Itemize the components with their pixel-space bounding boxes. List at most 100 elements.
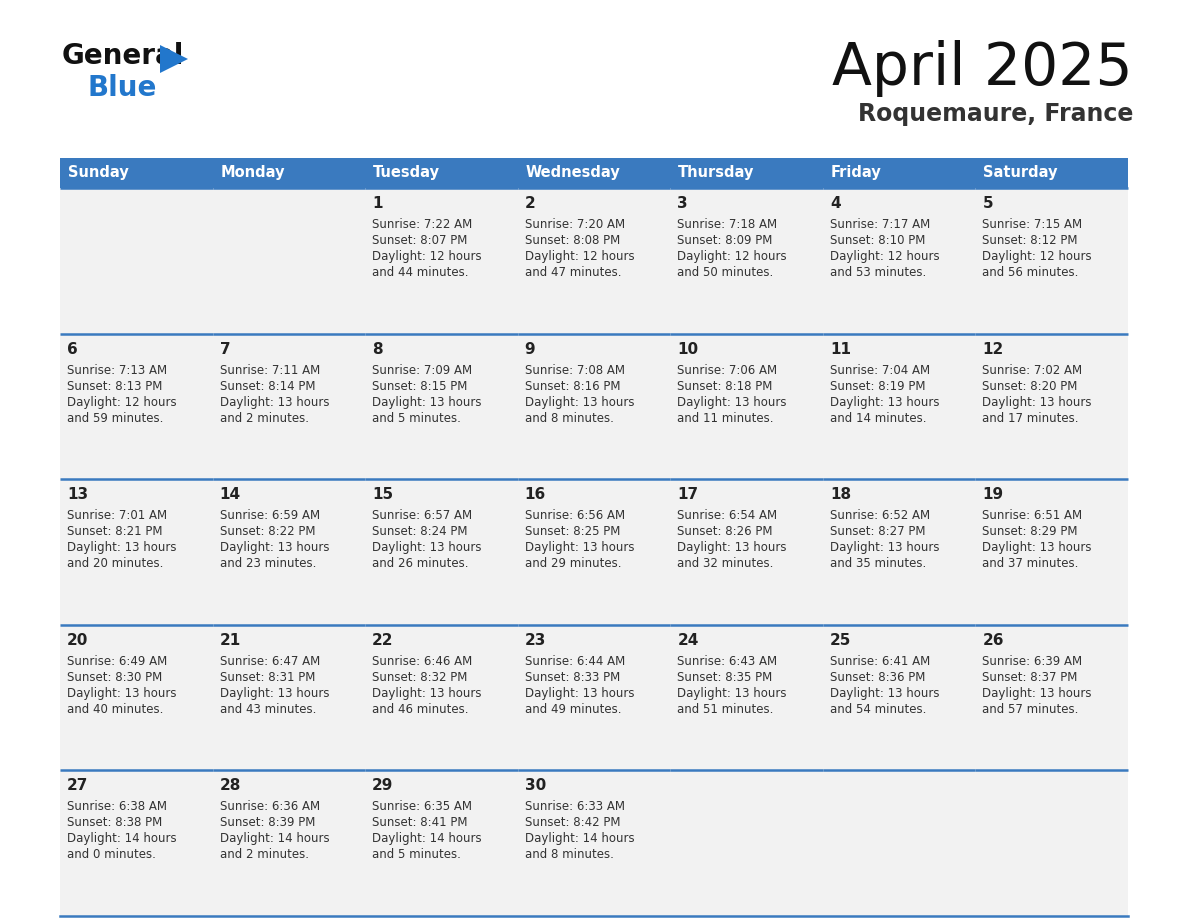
- Text: Sunrise: 7:02 AM: Sunrise: 7:02 AM: [982, 364, 1082, 376]
- Bar: [213, 158, 365, 188]
- Text: Sunset: 8:33 PM: Sunset: 8:33 PM: [525, 671, 620, 684]
- Text: and 8 minutes.: and 8 minutes.: [525, 848, 613, 861]
- Text: Sunset: 8:22 PM: Sunset: 8:22 PM: [220, 525, 315, 538]
- Text: Daylight: 12 hours: Daylight: 12 hours: [372, 250, 482, 263]
- Text: Sunset: 8:20 PM: Sunset: 8:20 PM: [982, 380, 1078, 393]
- Text: 22: 22: [372, 633, 393, 648]
- Bar: [975, 770, 1127, 916]
- Bar: [213, 479, 365, 625]
- Text: Friday: Friday: [830, 165, 881, 181]
- Text: Sunrise: 6:39 AM: Sunrise: 6:39 AM: [982, 655, 1082, 667]
- Text: Sunset: 8:13 PM: Sunset: 8:13 PM: [67, 380, 163, 393]
- Text: Sunday: Sunday: [68, 165, 128, 181]
- Text: and 0 minutes.: and 0 minutes.: [67, 848, 156, 861]
- Text: Sunrise: 7:08 AM: Sunrise: 7:08 AM: [525, 364, 625, 376]
- Text: Sunset: 8:07 PM: Sunset: 8:07 PM: [372, 234, 468, 247]
- Text: and 37 minutes.: and 37 minutes.: [982, 557, 1079, 570]
- Bar: [365, 158, 518, 188]
- Text: Daylight: 12 hours: Daylight: 12 hours: [830, 250, 940, 263]
- Text: 29: 29: [372, 778, 393, 793]
- Text: Daylight: 14 hours: Daylight: 14 hours: [67, 833, 177, 845]
- Bar: [975, 333, 1127, 479]
- Bar: [365, 188, 518, 333]
- Text: and 2 minutes.: and 2 minutes.: [220, 848, 309, 861]
- Text: Sunrise: 6:41 AM: Sunrise: 6:41 AM: [830, 655, 930, 667]
- Text: 27: 27: [67, 778, 88, 793]
- Text: and 5 minutes.: and 5 minutes.: [372, 848, 461, 861]
- Bar: [365, 333, 518, 479]
- Text: Daylight: 12 hours: Daylight: 12 hours: [67, 396, 177, 409]
- Text: 14: 14: [220, 487, 241, 502]
- Bar: [670, 479, 823, 625]
- Text: 6: 6: [67, 341, 77, 356]
- Bar: [61, 158, 213, 188]
- Text: 5: 5: [982, 196, 993, 211]
- Text: Sunrise: 7:13 AM: Sunrise: 7:13 AM: [67, 364, 168, 376]
- Text: Daylight: 13 hours: Daylight: 13 hours: [982, 396, 1092, 409]
- Text: and 40 minutes.: and 40 minutes.: [67, 703, 164, 716]
- Bar: [823, 188, 975, 333]
- Text: Sunrise: 6:57 AM: Sunrise: 6:57 AM: [372, 509, 473, 522]
- Text: 24: 24: [677, 633, 699, 648]
- Text: and 8 minutes.: and 8 minutes.: [525, 411, 613, 425]
- Text: Sunrise: 6:38 AM: Sunrise: 6:38 AM: [67, 800, 168, 813]
- Text: General: General: [62, 42, 184, 70]
- Text: Daylight: 13 hours: Daylight: 13 hours: [220, 687, 329, 700]
- Text: Sunset: 8:15 PM: Sunset: 8:15 PM: [372, 380, 468, 393]
- Bar: [975, 188, 1127, 333]
- Text: Blue: Blue: [87, 74, 157, 102]
- Text: Sunset: 8:21 PM: Sunset: 8:21 PM: [67, 525, 163, 538]
- Text: Tuesday: Tuesday: [373, 165, 440, 181]
- Text: Sunrise: 7:15 AM: Sunrise: 7:15 AM: [982, 218, 1082, 231]
- Text: Sunset: 8:18 PM: Sunset: 8:18 PM: [677, 380, 772, 393]
- Bar: [670, 188, 823, 333]
- Text: 20: 20: [67, 633, 88, 648]
- Text: Daylight: 13 hours: Daylight: 13 hours: [982, 542, 1092, 554]
- Text: Daylight: 14 hours: Daylight: 14 hours: [525, 833, 634, 845]
- Text: and 32 minutes.: and 32 minutes.: [677, 557, 773, 570]
- Text: Sunset: 8:29 PM: Sunset: 8:29 PM: [982, 525, 1078, 538]
- Text: and 57 minutes.: and 57 minutes.: [982, 703, 1079, 716]
- Bar: [61, 625, 213, 770]
- Text: and 11 minutes.: and 11 minutes.: [677, 411, 773, 425]
- Bar: [213, 770, 365, 916]
- Bar: [61, 479, 213, 625]
- Text: Sunrise: 6:47 AM: Sunrise: 6:47 AM: [220, 655, 320, 667]
- Text: Sunset: 8:39 PM: Sunset: 8:39 PM: [220, 816, 315, 829]
- Text: Sunset: 8:42 PM: Sunset: 8:42 PM: [525, 816, 620, 829]
- Text: 7: 7: [220, 341, 230, 356]
- Text: 23: 23: [525, 633, 546, 648]
- Bar: [518, 625, 670, 770]
- Text: Daylight: 12 hours: Daylight: 12 hours: [982, 250, 1092, 263]
- Text: Sunrise: 6:36 AM: Sunrise: 6:36 AM: [220, 800, 320, 813]
- Text: Sunset: 8:09 PM: Sunset: 8:09 PM: [677, 234, 772, 247]
- Text: 8: 8: [372, 341, 383, 356]
- Text: Sunrise: 7:01 AM: Sunrise: 7:01 AM: [67, 509, 168, 522]
- Text: Sunrise: 7:17 AM: Sunrise: 7:17 AM: [830, 218, 930, 231]
- Text: 18: 18: [830, 487, 851, 502]
- Text: Sunset: 8:26 PM: Sunset: 8:26 PM: [677, 525, 772, 538]
- Bar: [61, 770, 213, 916]
- Text: Monday: Monday: [221, 165, 285, 181]
- Text: Daylight: 13 hours: Daylight: 13 hours: [372, 396, 481, 409]
- Text: and 20 minutes.: and 20 minutes.: [67, 557, 164, 570]
- Text: Sunset: 8:27 PM: Sunset: 8:27 PM: [830, 525, 925, 538]
- Bar: [823, 479, 975, 625]
- Bar: [823, 333, 975, 479]
- Text: Daylight: 13 hours: Daylight: 13 hours: [677, 687, 786, 700]
- Text: 21: 21: [220, 633, 241, 648]
- Bar: [61, 333, 213, 479]
- Text: 25: 25: [830, 633, 852, 648]
- Bar: [518, 158, 670, 188]
- Text: Sunset: 8:14 PM: Sunset: 8:14 PM: [220, 380, 315, 393]
- Text: Sunrise: 6:56 AM: Sunrise: 6:56 AM: [525, 509, 625, 522]
- Bar: [518, 333, 670, 479]
- Bar: [518, 479, 670, 625]
- Text: Sunrise: 6:35 AM: Sunrise: 6:35 AM: [372, 800, 472, 813]
- Text: Daylight: 12 hours: Daylight: 12 hours: [525, 250, 634, 263]
- Text: Sunrise: 6:46 AM: Sunrise: 6:46 AM: [372, 655, 473, 667]
- Text: Sunrise: 6:51 AM: Sunrise: 6:51 AM: [982, 509, 1082, 522]
- Text: Daylight: 13 hours: Daylight: 13 hours: [525, 396, 634, 409]
- Text: Sunset: 8:38 PM: Sunset: 8:38 PM: [67, 816, 163, 829]
- Text: Daylight: 13 hours: Daylight: 13 hours: [982, 687, 1092, 700]
